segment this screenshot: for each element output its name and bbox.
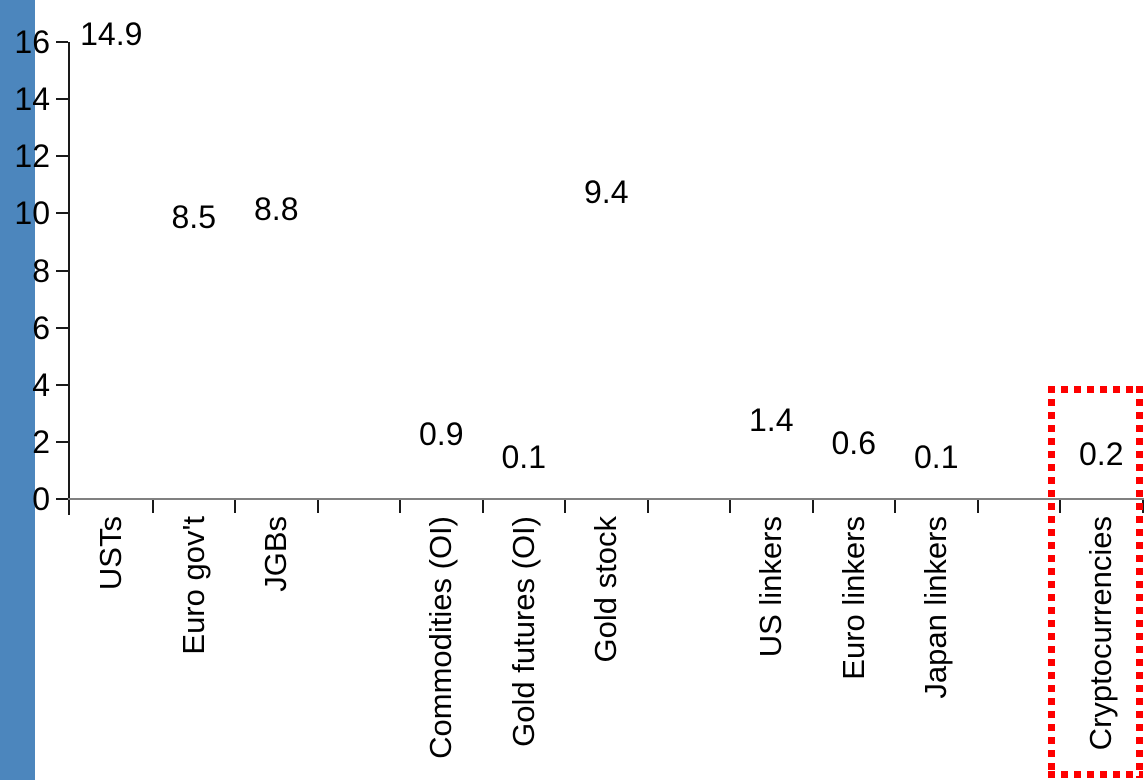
bar-value-label: 8.5 xyxy=(171,199,216,236)
x-axis-tick xyxy=(1059,500,1061,513)
y-axis-tick-label: 8 xyxy=(32,252,50,289)
y-axis-tick-label: 16 xyxy=(14,24,50,60)
category-label-text: Gold futures (OI) xyxy=(505,516,541,747)
category-label-text: Gold stock xyxy=(588,516,624,663)
category-label: USTs xyxy=(81,516,141,590)
y-axis-tick xyxy=(56,383,68,386)
category-label: Gold stock xyxy=(576,516,636,662)
y-axis-tick-label: 0 xyxy=(32,481,50,517)
y-axis-tick-label: 14 xyxy=(14,81,50,118)
y-axis-tick-label: 2 xyxy=(32,423,50,460)
x-axis-tick xyxy=(564,500,566,513)
highlight-box-left-edge xyxy=(1048,386,1055,778)
y-axis-tick xyxy=(56,326,68,329)
category-label-text: USTs xyxy=(93,516,129,591)
x-axis-tick xyxy=(151,500,154,513)
x-axis-tick xyxy=(316,500,319,513)
y-axis-tick xyxy=(56,98,68,101)
category-label: Commodities (OI) xyxy=(411,516,471,759)
x-axis-tick xyxy=(729,500,731,513)
bar-value-label: 0.9 xyxy=(419,416,464,453)
bar-value-label: 0.1 xyxy=(914,439,959,476)
x-axis-tick xyxy=(234,500,236,513)
bar-value-label: 0.6 xyxy=(831,424,876,461)
bar-value-label: 0.2 xyxy=(1079,436,1124,473)
category-label-text: JGBs xyxy=(258,516,294,592)
category-label-text: Commodities (OI) xyxy=(423,516,459,759)
category-label-text: Japan linkers xyxy=(918,516,954,699)
y-axis-tick xyxy=(56,498,68,500)
category-label: US linkers xyxy=(741,516,801,657)
bar xyxy=(0,668,35,780)
x-axis-tick xyxy=(399,500,401,513)
category-label: Euro linkers xyxy=(824,516,884,680)
category-label: Gold futures (OI) xyxy=(494,516,554,747)
y-axis-tick xyxy=(56,41,68,43)
highlight-box xyxy=(1048,386,1143,778)
y-axis-tick-label: 10 xyxy=(14,195,50,232)
x-axis-tick xyxy=(976,500,979,513)
category-label-text: US linkers xyxy=(753,516,789,658)
bar-value-label: 8.8 xyxy=(254,190,299,227)
y-axis-tick-label: 12 xyxy=(14,138,50,175)
highlight-box-right-edge xyxy=(1136,386,1143,778)
y-axis-tick xyxy=(56,155,68,158)
category-label: Japan linkers xyxy=(906,516,966,699)
category-label: Euro gov't xyxy=(164,516,224,655)
y-axis-tick-label: 4 xyxy=(32,366,50,403)
x-axis-tick xyxy=(811,500,814,513)
category-label-text: Euro gov't xyxy=(175,516,211,655)
y-axis-tick-label: 6 xyxy=(32,309,50,346)
highlight-box-top-edge xyxy=(1048,386,1143,393)
y-axis-tick xyxy=(56,440,68,443)
bar-value-label: 14.9 xyxy=(80,16,143,53)
bar-value-label: 9.4 xyxy=(584,173,629,210)
x-axis-tick xyxy=(646,500,649,513)
bar xyxy=(0,425,35,669)
category-label-text: Euro linkers xyxy=(835,516,871,680)
highlight-box-bottom-edge xyxy=(1048,771,1143,778)
x-axis-tick xyxy=(894,500,896,513)
y-axis-tick xyxy=(56,212,68,215)
x-axis-line xyxy=(68,498,1144,500)
bar-value-label: 0.1 xyxy=(501,439,546,476)
y-axis-line xyxy=(68,42,70,515)
y-axis-tick xyxy=(56,269,68,272)
bar xyxy=(0,0,35,426)
bar-value-label: 1.4 xyxy=(749,402,794,438)
category-label: JGBs xyxy=(246,516,306,592)
x-axis-tick xyxy=(481,500,484,513)
